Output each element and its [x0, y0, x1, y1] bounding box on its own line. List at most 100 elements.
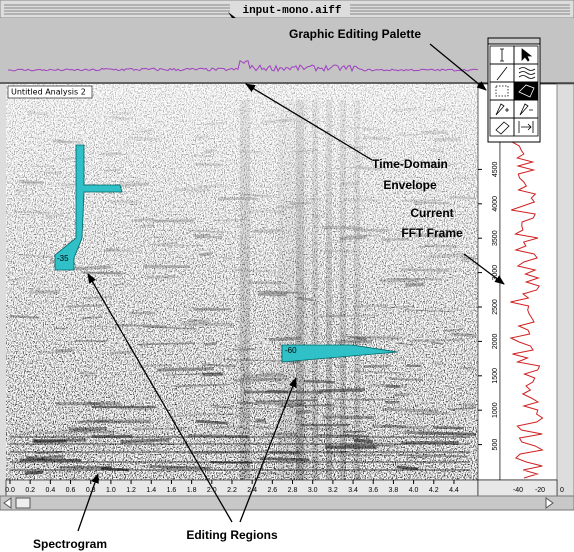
fft-line — [509, 85, 544, 479]
streak — [188, 230, 225, 233]
time-tick-label: 3.0 — [308, 487, 318, 494]
streak — [68, 427, 108, 431]
streak — [409, 338, 465, 343]
streak — [322, 415, 374, 420]
streak — [339, 335, 358, 338]
streak — [392, 107, 417, 113]
streak — [213, 405, 234, 409]
streak — [101, 151, 122, 156]
streak — [318, 388, 365, 393]
time-tick-label: 2.8 — [288, 487, 298, 494]
annotation: Time-Domain — [372, 157, 448, 171]
streak — [194, 162, 224, 167]
editing-region[interactable] — [281, 344, 399, 363]
streak — [185, 306, 219, 310]
streak — [257, 290, 298, 294]
streak — [321, 225, 364, 230]
streak — [343, 430, 367, 433]
vertical-band — [240, 100, 250, 480]
streak — [264, 290, 308, 295]
icon — [518, 121, 534, 133]
frequency-ticks: 500 1000 1500 2000 2500 3000 3500 4000 4500 — [478, 162, 499, 450]
streak — [261, 118, 289, 124]
streak — [109, 112, 130, 114]
right-scrollbar[interactable] — [556, 83, 574, 497]
envelope-area — [0, 18, 574, 84]
streak — [340, 181, 359, 186]
time-tick-label: 2.0 — [207, 487, 217, 494]
tool[interactable] — [513, 117, 539, 137]
streak — [242, 374, 288, 378]
streak — [413, 411, 450, 416]
icon — [495, 103, 509, 116]
time-tick-label: 0.0 — [5, 487, 15, 494]
left-edge — [0, 84, 6, 496]
streak — [266, 389, 323, 394]
streak — [380, 354, 391, 358]
streak — [18, 180, 45, 184]
editing-region[interactable] — [54, 144, 123, 271]
frequency-tick-label: 1500 — [492, 368, 499, 384]
scroll-left[interactable] — [3, 497, 12, 509]
streak — [459, 366, 477, 370]
streak — [162, 244, 203, 247]
streak — [133, 217, 155, 222]
streak — [61, 429, 91, 433]
streak — [275, 205, 299, 209]
streak — [174, 187, 209, 192]
arrow — [429, 43, 487, 91]
streak — [192, 154, 214, 158]
scroll-thumb[interactable] — [15, 497, 31, 509]
streak — [143, 326, 197, 330]
streak — [25, 470, 43, 475]
streak — [417, 431, 477, 436]
streak — [112, 283, 125, 287]
scrollbar[interactable] — [0, 495, 574, 511]
streak — [111, 116, 130, 121]
streak — [268, 336, 301, 342]
streak — [431, 107, 447, 112]
streak — [205, 121, 227, 126]
streak — [9, 315, 40, 319]
view-label-box — [7, 85, 93, 99]
streak — [461, 256, 477, 262]
streak — [442, 328, 463, 332]
streak — [138, 364, 172, 367]
streak — [320, 314, 343, 318]
fft-tick-label: 0 — [560, 487, 564, 494]
streak — [236, 401, 305, 405]
streak — [394, 392, 410, 397]
streak — [291, 149, 319, 153]
streak — [67, 265, 111, 271]
time-tick-label: 2.6 — [267, 487, 277, 494]
streak — [128, 136, 158, 142]
streak — [255, 418, 266, 423]
streak — [401, 268, 450, 272]
streak — [354, 438, 374, 444]
streak — [65, 304, 103, 308]
streak — [381, 407, 438, 413]
streak — [322, 405, 367, 410]
streak — [218, 256, 233, 260]
streak — [282, 118, 297, 123]
streak — [38, 350, 73, 354]
streak — [152, 219, 194, 223]
streak — [146, 275, 176, 279]
tool-palette — [487, 37, 541, 143]
annotation: Graphic Editing Palette — [289, 27, 421, 41]
streak — [309, 197, 323, 201]
arrow — [87, 273, 233, 523]
streak — [211, 425, 243, 430]
time-tick-label: 4.0 — [409, 487, 419, 494]
frequency-tick-label: 2000 — [492, 334, 499, 350]
streak — [188, 318, 209, 323]
streak — [289, 360, 300, 364]
streak — [104, 168, 120, 172]
scroll-right[interactable] — [545, 497, 554, 509]
streak — [80, 271, 127, 275]
streak — [109, 152, 129, 156]
frequency-tick-label: 4500 — [492, 162, 499, 178]
streak — [232, 268, 280, 273]
vertical-band — [340, 100, 346, 480]
annotation: FFT Frame — [401, 226, 463, 240]
